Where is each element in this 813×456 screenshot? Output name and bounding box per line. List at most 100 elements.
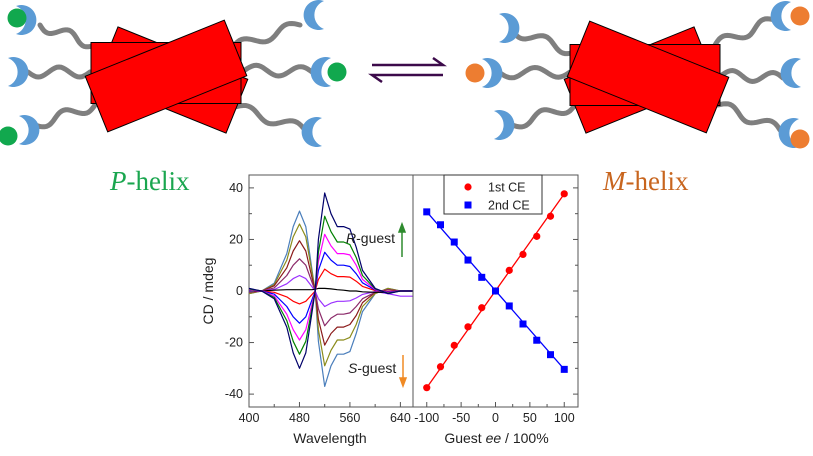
x-tick-label: 0	[492, 411, 499, 425]
helix-illustration	[0, 0, 810, 149]
host-crescent-icon	[499, 13, 520, 43]
linker-chain	[37, 22, 98, 50]
data-point-1st-ce	[533, 232, 541, 240]
aromatic-rod	[566, 20, 730, 134]
data-point-2nd-ce	[464, 256, 472, 264]
data-point-2nd-ce	[450, 238, 458, 246]
aromatic-rod	[84, 19, 248, 133]
data-point-2nd-ce	[437, 221, 444, 229]
data-point-2nd-ce	[560, 365, 568, 373]
legend-marker-2nd-ce	[464, 201, 472, 209]
crescent-shape	[19, 115, 40, 145]
cd-spectrum-line-3	[248, 240, 413, 346]
legend-label: 2nd CE	[488, 199, 530, 213]
m-helix-label: M-helix	[602, 166, 689, 196]
cd-spectrum-line-4	[248, 258, 413, 327]
host-crescent-icon	[303, 0, 324, 30]
x-tick-label: -50	[452, 411, 470, 425]
crescent-shape	[303, 0, 324, 30]
host-crescent-icon	[482, 58, 503, 88]
data-point-1st-ce	[546, 212, 555, 220]
data-point-1st-ce	[505, 266, 513, 274]
data-point-2nd-ce	[547, 351, 554, 359]
guest-molecule-icon	[7, 8, 27, 28]
host-crescent-icon	[778, 118, 799, 148]
arrow-up-icon	[397, 221, 407, 257]
data-point-2nd-ce	[423, 208, 431, 216]
s-guest-label: S-guest	[348, 360, 396, 376]
host-crescent-icon	[310, 57, 331, 87]
linker-chain	[232, 103, 308, 133]
linker-chain	[229, 20, 303, 51]
p-helix-label: P-helix	[109, 166, 190, 196]
linker-chain	[509, 27, 578, 57]
x-tick-label: 560	[339, 411, 360, 425]
cd-spectrum-line-9	[248, 233, 413, 341]
legend: 1st CE 2nd CE	[443, 174, 543, 215]
y-tick-label: -40	[225, 387, 243, 401]
crescent-shape	[482, 58, 503, 88]
x-axis-label: Guest ee / 100%	[444, 430, 548, 446]
cd-spectrum-line-8	[248, 251, 413, 324]
crescent-shape	[8, 57, 29, 87]
data-point-2nd-ce	[492, 287, 499, 295]
guest-molecule-icon	[790, 6, 810, 26]
crescent-shape	[301, 117, 322, 147]
crescent-shape	[780, 58, 801, 88]
y-tick-label: -20	[225, 336, 243, 350]
guest-molecule-icon	[0, 126, 18, 146]
linker-chain	[509, 102, 578, 130]
cd-spectra-chart: -40 -20 0 20 40 400 480 560 640 Wavelength CD / md…	[200, 174, 414, 446]
x-tick-label: 100	[554, 411, 575, 425]
data-point-1st-ce	[436, 363, 445, 371]
host-crescent-icon	[301, 117, 322, 147]
ce-vs-ee-chart: -100 -50 0 50 100 1st CE 2nd CE Guest ee / 100%	[412, 174, 579, 446]
x-tick-label: 400	[239, 411, 260, 425]
data-point-1st-ce	[423, 384, 431, 392]
data-point-2nd-ce	[505, 302, 513, 310]
crescent-shape	[778, 118, 799, 148]
host-crescent-icon	[19, 115, 40, 145]
legend-label: 1st CE	[488, 181, 526, 195]
x-tick-label: 50	[523, 411, 537, 425]
y-axis-label: CD / mdeg	[200, 258, 216, 325]
data-point-1st-ce	[560, 190, 568, 198]
crescent-shape	[310, 57, 331, 87]
cd-spectrum-line-1	[248, 210, 413, 387]
legend-box	[443, 174, 543, 215]
guest-molecule-icon	[790, 129, 810, 149]
guest-molecule-icon	[327, 62, 347, 82]
y-tick-label: 20	[229, 232, 243, 246]
x-tick-label: 640	[390, 411, 411, 425]
linker-chain	[242, 62, 315, 79]
x-axis-label: Wavelength	[293, 430, 366, 446]
crescent-shape	[494, 110, 515, 140]
data-point-1st-ce	[478, 304, 486, 312]
cd-spectrum-line-2	[248, 223, 413, 367]
data-point-1st-ce	[450, 341, 458, 349]
host-crescent-icon	[494, 110, 515, 140]
data-point-2nd-ce	[533, 336, 541, 344]
guest-molecule-icon	[465, 63, 485, 83]
linker-chain	[497, 64, 573, 81]
crescent-shape	[770, 1, 791, 31]
linker-chain	[712, 16, 778, 48]
equilibrium-arrow-icon	[368, 56, 447, 84]
x-tick-label: -100	[414, 411, 439, 425]
data-point-2nd-ce	[519, 320, 527, 328]
cd-spectrum-line-7	[248, 268, 413, 305]
y-tick-label: 40	[229, 181, 243, 195]
linker-chain	[719, 67, 786, 85]
data-point-2nd-ce	[478, 273, 486, 281]
data-point-1st-ce	[519, 250, 527, 258]
cd-spectrum-line-11	[248, 192, 413, 369]
cd-spectrum-line-10	[248, 215, 413, 355]
linker-chain	[715, 101, 783, 133]
crescent-shape	[499, 13, 520, 43]
arrow-down-icon	[398, 355, 408, 389]
host-crescent-icon	[780, 58, 801, 88]
host-crescent-icon	[770, 1, 791, 31]
x-tick-label: 480	[289, 411, 310, 425]
cd-spectrum-line-6	[249, 287, 413, 293]
